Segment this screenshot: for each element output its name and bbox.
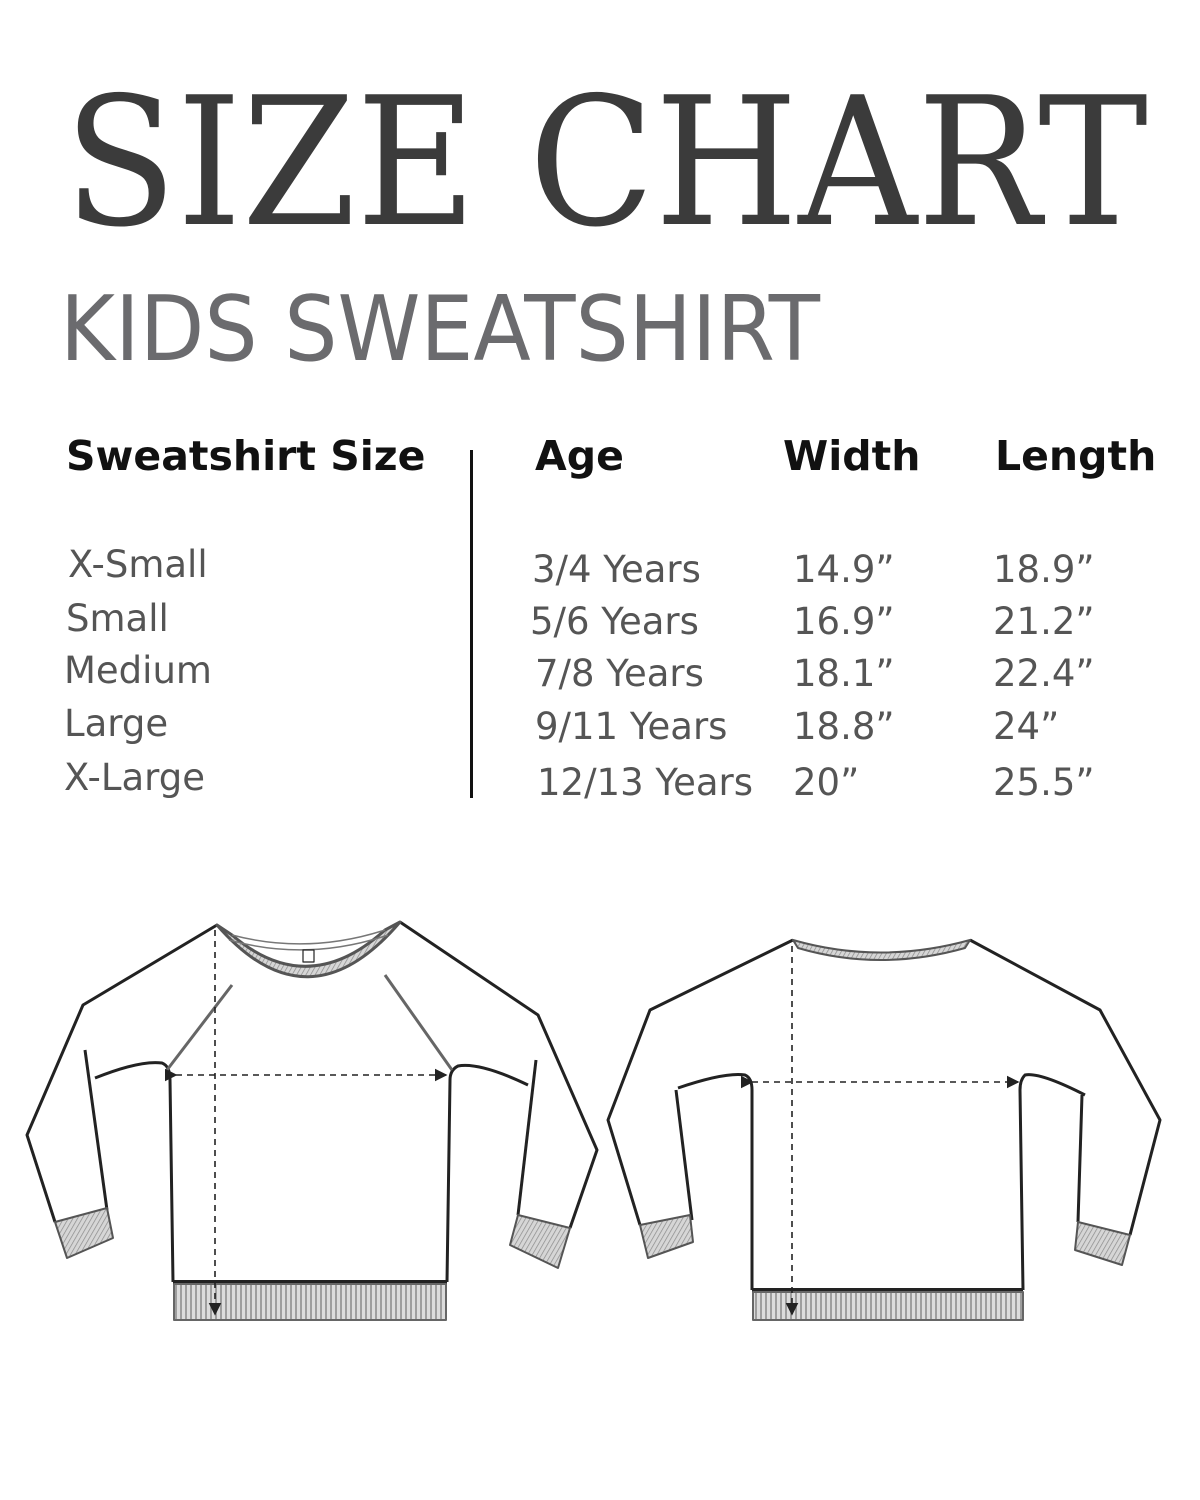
age-cell: 5/6 Years — [530, 600, 699, 643]
header-length: Length — [995, 432, 1157, 480]
length-cell: 25.5” — [993, 761, 1095, 804]
header-age: Age — [535, 432, 624, 480]
sweatshirt-front — [25, 920, 599, 1321]
length-cell: 24” — [993, 705, 1060, 748]
age-cell: 12/13 Years — [537, 761, 754, 804]
header-width: Width — [783, 432, 921, 480]
size-cell: Large — [64, 702, 169, 745]
width-cell: 18.1” — [793, 652, 895, 695]
size-cell: Medium — [64, 649, 212, 692]
age-cell: 3/4 Years — [532, 548, 701, 591]
age-cell: 7/8 Years — [535, 652, 704, 695]
length-cell: 18.9” — [993, 548, 1095, 591]
sweatshirt-back — [606, 938, 1162, 1321]
width-cell: 18.8” — [793, 705, 895, 748]
title-block: SIZE CHART KIDS SWEATSHIRT — [60, 59, 1148, 382]
page-title: SIZE CHART — [64, 59, 1148, 266]
size-cell: X-Large — [64, 756, 205, 799]
width-cell: 16.9” — [793, 600, 895, 643]
length-cell: 22.4” — [993, 652, 1095, 695]
length-cell: 21.2” — [993, 600, 1095, 643]
page-subtitle: KIDS SWEATSHIRT — [60, 277, 821, 382]
size-cell: X-Small — [68, 543, 208, 586]
age-cell: 9/11 Years — [535, 705, 728, 748]
column-divider — [470, 450, 473, 798]
width-cell: 20” — [793, 761, 860, 804]
size-cell: Small — [66, 597, 169, 640]
width-cell: 14.9” — [793, 548, 895, 591]
header-size: Sweatshirt Size — [66, 432, 426, 480]
